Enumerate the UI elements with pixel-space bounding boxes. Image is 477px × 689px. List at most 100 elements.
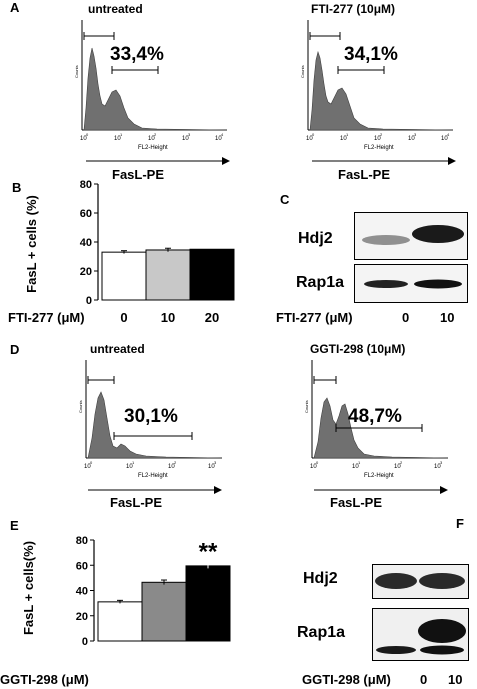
gate-marker-negative: [83, 32, 115, 40]
y-tick-label: 20: [76, 611, 88, 623]
svg-text:0: 0: [316, 460, 319, 465]
svg-text:4: 4: [221, 132, 224, 137]
histogram-d-left-marker: FasL-PE: [110, 495, 163, 510]
svg-text:10: 10: [168, 464, 175, 470]
bar-chart-b-plot: 0 20 40 60 80 0 10 20: [80, 179, 235, 325]
panel-label-f: F: [456, 516, 464, 531]
histogram-d-right-marker: FasL-PE: [330, 495, 383, 510]
svg-text:3: 3: [214, 460, 217, 465]
bar-0: [101, 251, 147, 301]
svg-text:10: 10: [340, 136, 347, 142]
x-tick-labels: 100 101 102 103: [310, 460, 443, 470]
gate-marker-negative: [309, 32, 341, 40]
svg-text:1: 1: [346, 132, 349, 137]
histogram-d-left-title: untreated: [90, 342, 145, 356]
western-blot-c: [354, 212, 468, 303]
panel-label-a: A: [10, 0, 20, 15]
x-axis-label: FL2-Height: [138, 145, 168, 151]
blot-c-x-label: FTI-277 (μM): [276, 310, 353, 325]
arrow-head-icon: [448, 157, 456, 165]
y-axis-label: FasL + cells (%): [24, 195, 39, 293]
svg-text:0: 0: [312, 132, 315, 137]
svg-text:10: 10: [182, 136, 189, 142]
histogram-d-right-title: GGTI-298 (10μM): [310, 342, 406, 356]
svg-text:10: 10: [434, 464, 441, 470]
panel-label-d: D: [10, 342, 20, 357]
x-tick-labels: 100 101 102 103 104: [306, 132, 450, 142]
svg-text:10: 10: [80, 136, 87, 142]
bar-10: [145, 249, 191, 301]
bar-chart-e-x-label: GGTI-298 (μM): [0, 672, 89, 687]
bar-20: [189, 248, 235, 301]
gate-marker-positive: [335, 424, 423, 432]
arrow-head-icon: [440, 486, 448, 494]
panel-label-c: C: [280, 192, 290, 207]
histogram-a-left: 100 101 102 103 104 FL2-Height Counts: [74, 20, 230, 165]
bar-0: [97, 601, 143, 642]
y-tick-label: 80: [76, 535, 88, 547]
histogram-a-left-marker: FasL-PE: [112, 167, 165, 182]
histogram-d-right: 100 101 102 103 FL2-Height Counts: [304, 360, 449, 494]
western-blot-f: [372, 564, 469, 661]
blot-f-x-label: GGTI-298 (μM): [302, 672, 391, 687]
blot-f-rap1a-label: Rap1a: [297, 624, 346, 641]
svg-text:10: 10: [306, 136, 313, 142]
svg-text:10: 10: [208, 464, 215, 470]
gate-marker-positive: [113, 432, 193, 440]
gate-marker-positive: [111, 66, 159, 74]
y-tick-label: 40: [80, 237, 92, 249]
histogram-curve: [87, 391, 223, 459]
x-tick-label: 20: [205, 310, 219, 325]
svg-text:10: 10: [215, 136, 222, 142]
histogram-a-right-title: FTI-277 (10μM): [311, 2, 396, 16]
svg-text:10: 10: [126, 464, 133, 470]
svg-text:4: 4: [447, 132, 450, 137]
x-axis-label: FL2-Height: [138, 473, 168, 479]
svg-text:10: 10: [310, 464, 317, 470]
histogram-a-right-percent: 34,1%: [344, 44, 398, 65]
blot-f-hdj2-label: Hdj2: [303, 570, 338, 587]
svg-text:3: 3: [414, 132, 417, 137]
bar-chart-b: FasL + cells (%) 0 20 40 60 80 0 10 20: [24, 179, 235, 325]
band-rap1a-lane2-upper: [418, 619, 466, 643]
gate-marker-negative: [87, 376, 115, 384]
y-tick-label: 20: [80, 266, 92, 278]
blot-f-lane-0: 0: [420, 672, 428, 687]
x-axis-label: FL2-Height: [364, 145, 394, 151]
svg-text:1: 1: [132, 460, 135, 465]
svg-text:3: 3: [188, 132, 191, 137]
band-rap1a-lane1: [364, 280, 408, 288]
svg-text:0: 0: [90, 460, 93, 465]
y-tick-label: 40: [76, 586, 88, 598]
y-tick-label: 60: [80, 208, 92, 220]
histogram-a-left-percent: 33,4%: [110, 44, 164, 65]
y-axis-label: Counts: [74, 65, 79, 78]
blot-c-lane-10: 10: [440, 310, 455, 325]
gate-marker-negative: [313, 376, 337, 384]
histogram-d-left-percent: 30,1%: [124, 406, 178, 427]
histogram-a-right-marker: FasL-PE: [338, 167, 391, 182]
svg-text:3: 3: [440, 460, 443, 465]
svg-text:10: 10: [352, 464, 359, 470]
y-axis-label: Counts: [304, 400, 309, 413]
svg-text:2: 2: [380, 132, 383, 137]
svg-text:10: 10: [441, 136, 448, 142]
band-rap1a-lane2: [414, 279, 462, 289]
y-axis-label: Counts: [78, 400, 83, 413]
band-hdj2-lane1: [362, 235, 410, 245]
band-hdj2-lane2: [419, 573, 465, 589]
svg-text:2: 2: [174, 460, 177, 465]
x-tick-label: 0: [120, 310, 127, 325]
y-tick-label: 60: [76, 560, 88, 572]
gate-marker-positive: [337, 66, 385, 74]
band-hdj2-lane1: [375, 573, 417, 589]
arrow-head-icon: [222, 157, 230, 165]
svg-text:2: 2: [400, 460, 403, 465]
svg-text:10: 10: [84, 464, 91, 470]
bar-10: [141, 581, 187, 642]
svg-text:10: 10: [114, 136, 121, 142]
significance-marker: **: [199, 538, 218, 565]
y-tick-label: 0: [82, 636, 88, 648]
histogram-a-right: 100 101 102 103 104 FL2-Height Counts: [300, 20, 456, 165]
